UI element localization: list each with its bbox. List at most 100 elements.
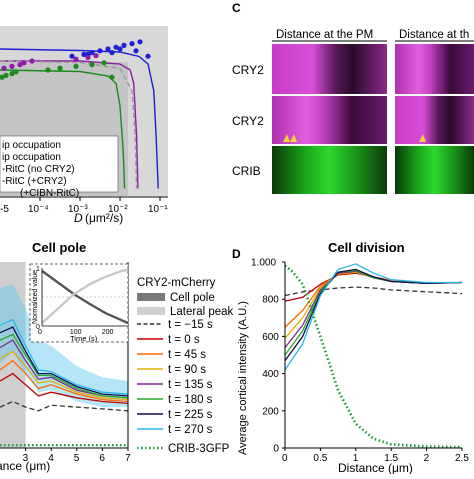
cell-division-ylabel: Average cortical intensity (A.U.) [237, 301, 249, 455]
inset-xtick-label-0: 0 [38, 329, 42, 336]
micrograph-crib-left [272, 146, 387, 194]
diffusion-legend-3: -RitC (no CRY2) [2, 164, 75, 175]
cell-pole-series-3 [0, 350, 129, 401]
cell-division-ytick-label-3: 600 [262, 332, 279, 343]
arrowhead-marker-1 [283, 134, 290, 142]
diffusion-xtick-label-partial: -5 [0, 204, 9, 215]
micrograph-crib-right [395, 146, 474, 194]
diffusion-point-30 [101, 60, 107, 66]
cell-pole-xlabel: ance (μm) [0, 459, 50, 473]
cell-pole-series-1 [0, 372, 129, 405]
cell-pole-inset: 0 100 200 0 1 Time (s) Normalized value [29, 263, 129, 343]
diffusion-point-2 [89, 50, 95, 56]
cell-division-series-0 [284, 286, 463, 297]
diffusion-point-28 [73, 63, 79, 69]
cell-pole-xtick-label-1: 4 [48, 453, 54, 464]
cell-pole-title: Cell pole [32, 240, 86, 255]
diffusion-point-27 [57, 65, 63, 71]
cell-pole-xtick-label-0: 3 [23, 453, 29, 464]
cell-division-ytick-label-4: 800 [262, 295, 279, 306]
diffusion-xtick-label-0: 10⁻⁴ [28, 204, 49, 215]
legend-label-4: t = 135 s [168, 379, 213, 391]
diffusion-point-8 [137, 39, 143, 45]
cell-pole-xtick-label-3: 6 [99, 453, 105, 464]
diffusion-legend-4: -RitC (+CRY2) [2, 176, 67, 187]
cell-pole-xtick-label-2: 5 [74, 453, 80, 464]
inset-series-0 [41, 269, 129, 325]
diffusion-series-0 [0, 48, 159, 189]
diffusion-point-21 [93, 53, 99, 59]
cell-pole-shaded-region [0, 262, 26, 448]
diffusion-point-29 [89, 62, 95, 68]
diffusion-legend-1: ip occupation [2, 140, 61, 151]
diffusion-point-19 [73, 56, 79, 62]
diffusion-point-20 [85, 54, 91, 61]
diffusion-xtick-label-2: 10⁻² [108, 204, 128, 215]
cell-division-xtick-label-2: 1 [353, 453, 359, 464]
diffusion-point-26 [45, 67, 51, 73]
cell-division-series-8 [284, 264, 463, 449]
row-label-crib: CRIB [232, 164, 261, 178]
row-label-cry2-1: CRY2 [232, 63, 264, 77]
cell-division-series-7 [284, 263, 462, 371]
cell-pole-series-2 [0, 359, 129, 403]
diffusion-point-25 [13, 69, 19, 75]
diffusion-point-7 [129, 41, 135, 47]
cell-division-ytick-label-0: 0 [273, 444, 279, 455]
diffusion-legend-5: (+CIBN-RitC) [20, 188, 79, 199]
legend-swatch-lateral-peak [137, 307, 165, 315]
diffusion-point-9 [145, 53, 151, 59]
diffusion-point-0 [69, 53, 75, 59]
diffusion-point-1 [81, 51, 87, 58]
cell-pole-plot: 3 4 5 6 7 [0, 262, 131, 464]
legend-label-8: CRIB-3GFP [168, 443, 230, 455]
cell-division-ytick-label-1: 200 [262, 406, 279, 417]
diffusion-plot: ip occupation ip occupation -RitC (no CR… [0, 26, 168, 225]
row-label-cry2-2: CRY2 [232, 114, 264, 128]
panel-c-letter: C [232, 1, 241, 15]
diffusion-point-6 [121, 42, 127, 49]
cell-pole-series-5 [0, 333, 129, 399]
inset-series-1 [41, 268, 129, 324]
diffusion-point-18 [29, 58, 35, 64]
diffusion-point-24 [9, 71, 15, 77]
legend-label-5: t = 180 s [168, 394, 213, 406]
inset-ylabel: Normalized value [32, 270, 39, 324]
cell-pole-series-7 [0, 318, 129, 395]
arrowhead-marker-3 [419, 134, 426, 142]
diffusion-point-5 [113, 44, 119, 50]
inset-xlabel: Time (s) [70, 334, 98, 343]
diffusion-point-3 [97, 48, 103, 54]
legend-label-cell-pole: Cell pole [170, 292, 215, 304]
diffusion-legend-2: ip occupation [2, 152, 61, 163]
micrograph-cry2-b-right [395, 96, 474, 144]
micrograph-cry2-b-left [272, 96, 387, 144]
inset-xtick-label-1: 100 [70, 329, 82, 336]
cell-division-xlabel: Distance (μm) [338, 461, 413, 474]
diffusion-point-13 [117, 46, 123, 52]
cell-division-ytick-label-2: 400 [262, 369, 279, 380]
cell-division-series-6 [284, 268, 463, 361]
legend-label-0: t = −15 s [168, 319, 213, 331]
diffusion-point-23 [3, 72, 9, 78]
legend-label-3: t = 90 s [168, 364, 206, 376]
diffusion-series-2 [0, 69, 126, 189]
cell-division-title: Cell division [328, 240, 405, 255]
col-title-1: Distance at the PM [276, 29, 373, 41]
diffusion-series-3 [0, 60, 138, 189]
cell-pole-series-6 [0, 326, 129, 397]
diffusion-point-11 [109, 50, 115, 56]
legend-label-6: t = 225 s [168, 409, 213, 421]
diffusion-series-1 [0, 60, 139, 189]
inset-xtick-label-2: 200 [102, 329, 114, 336]
legend-label-1: t = 0 s [168, 334, 200, 346]
diffusion-point-4 [105, 46, 111, 52]
col-title-2: Distance at th [399, 29, 469, 41]
inset-frame [29, 263, 129, 343]
inset-ytick-label-0: 0 [36, 324, 40, 331]
cell-division-xtick-label-1: 0.5 [313, 453, 327, 464]
panel-d-letter: D [232, 247, 241, 261]
diffusion-xtick-label-3: 10⁻¹ [148, 204, 168, 215]
